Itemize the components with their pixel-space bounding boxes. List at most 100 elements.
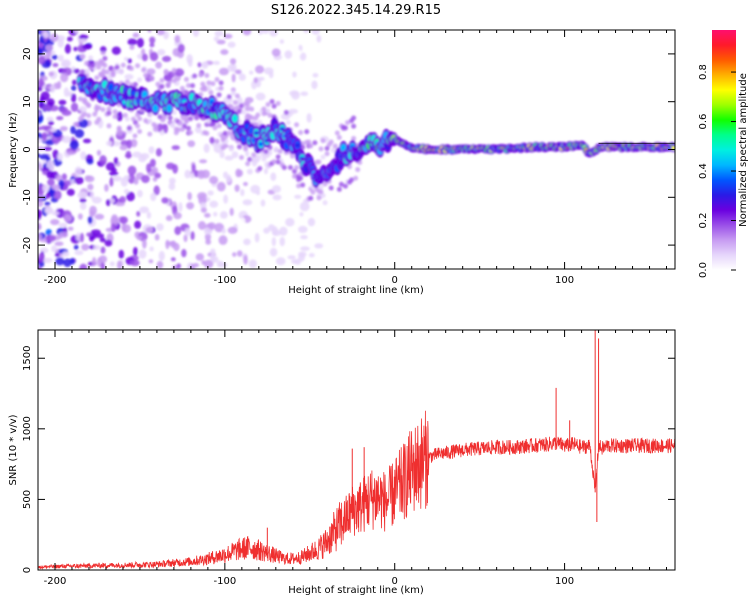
spectrogram-noise-cell xyxy=(231,73,236,83)
spectrogram-noise-cell xyxy=(220,49,229,55)
colorbar-tick-label: 0.0 xyxy=(698,262,709,278)
spectrogram-noise-cell xyxy=(141,174,150,184)
spectrogram-noise-cell xyxy=(60,61,71,68)
spectrogram-noise-cell xyxy=(74,176,84,185)
spectrogram-y-tick-label: 20 xyxy=(22,48,33,61)
spectrogram-noise-cell xyxy=(140,152,150,160)
spectrogram-noise-cell xyxy=(38,42,44,48)
spectrogram-noise-cell xyxy=(254,65,265,74)
spectrogram-noise-cell xyxy=(45,192,51,199)
spectrogram-noise-cell xyxy=(126,139,132,149)
spectrogram-noise-cell xyxy=(38,222,42,231)
spectrogram-noise-cell xyxy=(108,171,119,176)
spectrogram-halo-cell xyxy=(332,143,338,149)
spectrogram-noise-cell xyxy=(243,255,248,265)
spectrogram-halo-cell xyxy=(124,116,130,122)
spectrogram-noise-cell xyxy=(132,133,138,139)
spectrogram-noise-cell xyxy=(299,212,304,217)
spectrogram-noise-cell xyxy=(42,104,51,111)
spectrogram-halo-cell xyxy=(316,195,322,201)
spectrogram-noise-cell xyxy=(231,63,237,73)
spectrogram-y-tick-label: 0 xyxy=(22,146,33,152)
spectrogram-noise-cell xyxy=(209,136,215,144)
spectrogram-noise-cell xyxy=(127,165,137,176)
colorbar-ticks: 0.0 0.2 0.4 0.6 0.8 xyxy=(698,64,736,278)
spectrogram-noise-cell xyxy=(134,220,142,229)
spectrogram-noise-cell xyxy=(82,138,92,144)
spectrogram-noise-cell xyxy=(271,48,281,57)
spectrogram-halo-cell xyxy=(137,77,143,83)
spectrogram-noise-cell xyxy=(38,78,45,88)
spectrogram-noise-cell xyxy=(39,96,46,102)
spectrogram-noise-cell xyxy=(263,67,274,75)
spectrogram-noise-cell xyxy=(47,120,54,126)
spectrogram-noise-cell xyxy=(152,176,158,182)
spectrogram-x-tick-label: 0 xyxy=(392,275,398,286)
spectrogram-noise-cell xyxy=(50,127,57,133)
spectrogram-halo-cell xyxy=(159,130,165,136)
spectrogram-noise-cell xyxy=(223,33,233,39)
spectrogram-ridge-core xyxy=(295,143,300,148)
spectrogram-noise-cell xyxy=(99,155,107,165)
spectrogram-halo-cell xyxy=(247,156,253,162)
spectrogram-noise-cell xyxy=(132,246,138,256)
spectrogram-halo-cell xyxy=(310,189,316,195)
spectrogram-noise-cell xyxy=(42,257,53,263)
spectrogram-noise-cell xyxy=(187,140,196,148)
spectrogram-noise-cell xyxy=(73,244,79,250)
spectrogram-halo-cell xyxy=(226,130,232,136)
spectrogram-halo-cell xyxy=(300,182,306,188)
spectrogram-halo-cell xyxy=(96,105,102,111)
spectrogram-noise-cell xyxy=(125,150,132,159)
spectrogram-noise-cell xyxy=(38,137,43,144)
spectrogram-heatmap xyxy=(38,30,675,269)
spectrogram-noise-cell xyxy=(174,34,181,44)
spectrogram-noise-cell xyxy=(205,239,212,245)
spectrogram-noise-cell xyxy=(299,52,307,61)
spectrogram-noise-cell xyxy=(74,250,84,256)
spectrogram-halo-cell xyxy=(112,109,118,115)
spectrogram-noise-cell xyxy=(203,259,214,269)
spectrogram-noise-cell xyxy=(189,173,196,179)
spectrogram-noise-cell xyxy=(133,177,139,185)
spectrogram-halo-cell xyxy=(102,55,108,61)
spectrogram-halo-cell xyxy=(177,120,183,126)
spectrogram-halo-cell xyxy=(135,63,141,69)
spectrogram-noise-cell xyxy=(203,227,213,235)
spectrogram-halo-cell xyxy=(216,92,222,98)
spectrogram-halo-cell xyxy=(98,58,104,64)
spectrogram-noise-cell xyxy=(38,126,42,131)
spectrogram-noise-cell xyxy=(156,260,164,269)
spectrogram-halo-cell xyxy=(186,125,192,131)
spectrogram-noise-cell xyxy=(111,46,121,55)
spectrogram-noise-cell xyxy=(275,257,286,266)
spectrogram-noise-cell xyxy=(59,126,68,132)
spectrogram-halo-cell xyxy=(328,185,334,191)
spectrogram-halo-cell xyxy=(133,81,139,87)
spectrogram-halo-cell xyxy=(124,79,130,85)
spectrogram-halo-cell xyxy=(167,115,173,121)
spectrogram-halo-cell xyxy=(212,125,218,131)
spectrogram-noise-cell xyxy=(89,191,95,199)
spectrogram-noise-cell xyxy=(168,177,176,185)
spectrogram-halo-cell xyxy=(214,77,220,83)
snr-x-tick-label: 100 xyxy=(555,576,574,587)
spectrogram-noise-cell xyxy=(250,157,261,163)
spectrogram-noise-cell xyxy=(146,68,156,75)
spectrogram-halo-cell xyxy=(261,156,267,162)
spectrogram-halo-cell xyxy=(338,181,344,187)
spectrogram-x-label: Height of straight line (km) xyxy=(288,285,424,296)
spectrogram-noise-cell xyxy=(151,166,159,175)
spectrogram-noise-cell xyxy=(242,30,252,36)
spectrogram-noise-cell xyxy=(285,217,295,227)
spectrogram-noise-cell xyxy=(99,237,106,243)
snr-y-tick-label: 1500 xyxy=(22,346,33,371)
spectrogram-noise-cell xyxy=(192,262,199,268)
spectrogram-halo-cell xyxy=(210,81,216,87)
spectrogram-halo-cell xyxy=(322,200,328,206)
colorbar-tick-label: 0.4 xyxy=(698,163,709,179)
spectrogram-noise-cell xyxy=(218,67,229,76)
spectrogram-noise-cell xyxy=(289,90,299,97)
